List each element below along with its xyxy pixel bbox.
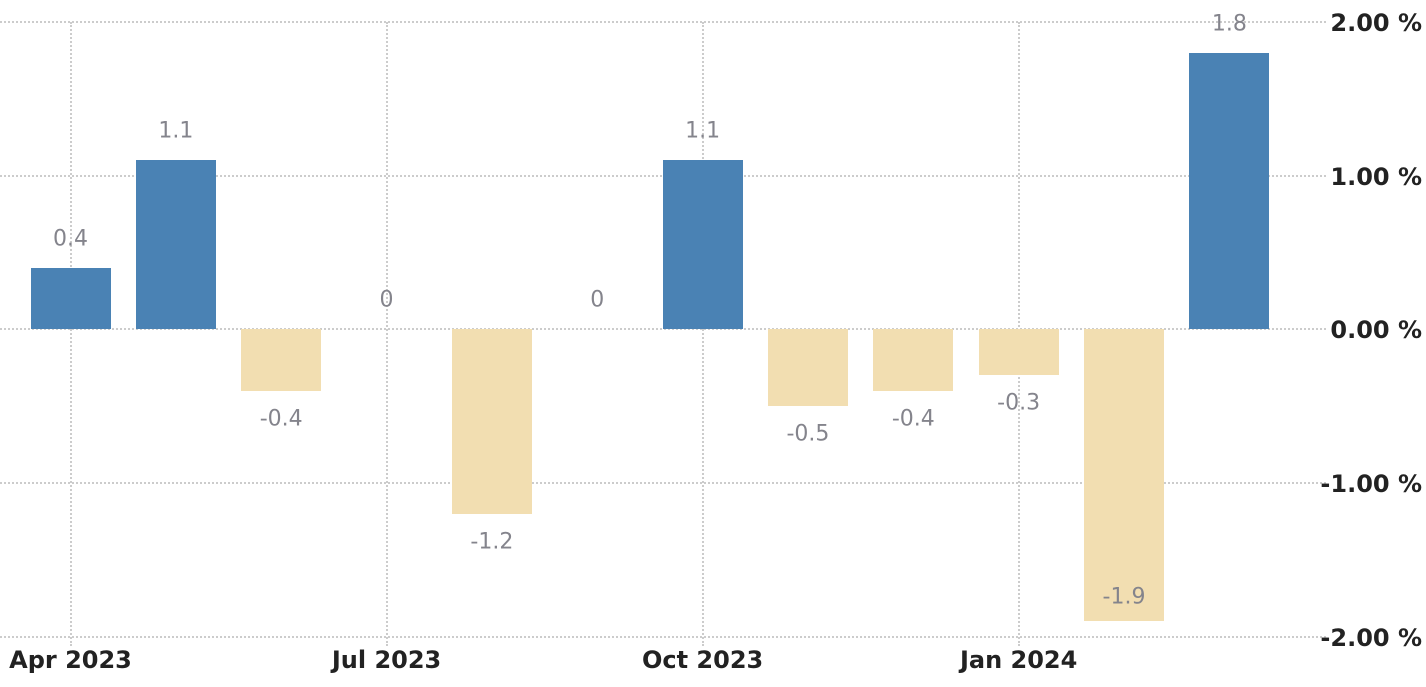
bar-negative[interactable] bbox=[978, 329, 1059, 376]
y-axis-tick-label: -2.00 % bbox=[1320, 623, 1422, 652]
bar-positive[interactable] bbox=[135, 160, 216, 330]
y-axis-tick-label: 0.00 % bbox=[1330, 316, 1422, 345]
bar-value-label: -1.9 bbox=[1102, 584, 1146, 610]
vertical-gridline bbox=[69, 22, 72, 646]
horizontal-gridline bbox=[0, 21, 1326, 24]
bar-value-label: 0 bbox=[590, 287, 605, 313]
bar-value-label: -0.5 bbox=[786, 421, 830, 447]
bar-negative[interactable] bbox=[1084, 329, 1164, 622]
bar-negative[interactable] bbox=[873, 329, 954, 391]
y-axis-tick-label: -1.00 % bbox=[1320, 470, 1422, 498]
bar-positive[interactable] bbox=[662, 160, 743, 330]
bar-value-label: 1.1 bbox=[158, 118, 194, 144]
bar-negative[interactable] bbox=[241, 329, 322, 391]
bar-positive[interactable] bbox=[30, 267, 111, 330]
x-axis-tick-label: Apr 2023 bbox=[9, 646, 132, 674]
x-axis-tick-label: Jan 2024 bbox=[959, 646, 1078, 674]
bar-value-label: -1.2 bbox=[470, 529, 514, 555]
x-axis-tick-label: Oct 2023 bbox=[641, 646, 764, 674]
bar-negative[interactable] bbox=[767, 329, 848, 407]
horizontal-gridline bbox=[0, 482, 1326, 484]
bar-value-label: 0 bbox=[379, 287, 394, 313]
horizontal-gridline bbox=[0, 328, 1326, 331]
bar-value-label: -0.4 bbox=[891, 406, 935, 432]
bar-value-label: 1.1 bbox=[685, 118, 721, 144]
y-axis-tick-label: 2.00 % bbox=[1330, 9, 1422, 38]
vertical-gridline bbox=[701, 22, 704, 646]
x-axis-tick-label: Jul 2023 bbox=[331, 646, 442, 674]
bar-positive[interactable] bbox=[1189, 52, 1270, 330]
horizontal-gridline bbox=[0, 635, 1326, 638]
bar-value-label: -0.4 bbox=[259, 406, 303, 432]
bar-negative[interactable] bbox=[451, 329, 532, 514]
bar-value-label: 0.4 bbox=[53, 226, 88, 252]
bar-value-label: 1.8 bbox=[1211, 11, 1247, 37]
y-axis-tick-label: 1.00 % bbox=[1330, 162, 1422, 191]
vertical-gridline bbox=[385, 22, 388, 646]
bar-value-label: -0.3 bbox=[997, 390, 1041, 416]
